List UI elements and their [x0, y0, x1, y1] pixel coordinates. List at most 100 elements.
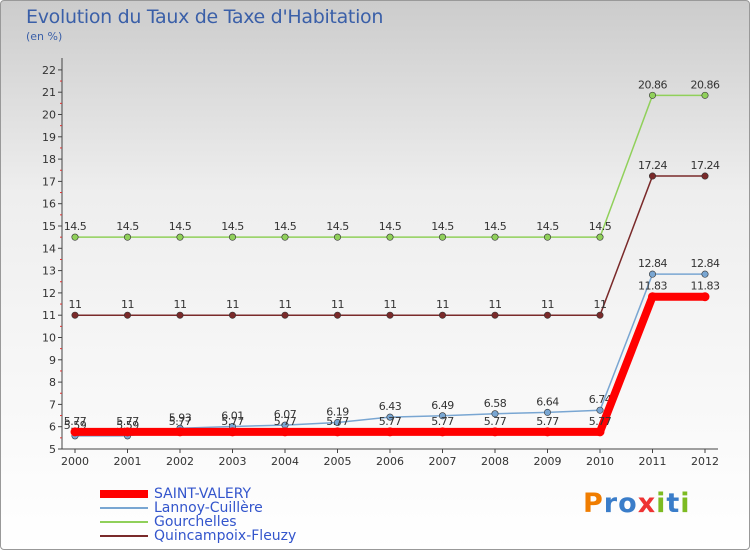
- data-label: 14.5: [116, 220, 139, 233]
- y-tick-label: 6: [49, 421, 56, 434]
- y-tick-label: 7: [49, 398, 56, 411]
- data-label: 6.07: [274, 408, 297, 421]
- data-label: 12.84: [691, 257, 720, 270]
- data-point: [543, 233, 551, 241]
- data-label: 11: [436, 298, 449, 311]
- chart-subtitle: (en %): [26, 30, 63, 43]
- data-point: [701, 172, 709, 180]
- y-tick-label: 16: [42, 198, 56, 211]
- y-tick-label: 12: [42, 287, 56, 300]
- data-label: 11.83: [691, 280, 720, 293]
- data-label: 5.77: [326, 415, 349, 428]
- data-point: [701, 91, 709, 99]
- data-point: [596, 311, 604, 319]
- data-label: 5.77: [536, 415, 559, 428]
- y-tick-label: 11: [42, 309, 56, 322]
- x-tick-label: 2008: [481, 455, 509, 468]
- data-point: [648, 172, 656, 180]
- data-label: 5.77: [221, 415, 244, 428]
- series-line: [74, 94, 706, 238]
- y-tick-label: 14: [42, 242, 56, 255]
- data-label: 11: [541, 298, 554, 311]
- y-tick-label: 9: [49, 354, 56, 367]
- data-label: 6.43: [379, 400, 402, 413]
- data-point: [648, 270, 656, 278]
- data-label: 11: [331, 298, 344, 311]
- x-tick-label: 2002: [166, 455, 194, 468]
- y-tick-label: 13: [42, 265, 56, 278]
- y-tick-label: 20: [42, 109, 56, 122]
- data-point: [491, 410, 499, 418]
- data-label: 14.5: [274, 220, 297, 233]
- data-label: 20.86: [691, 78, 720, 91]
- y-tick-label: 10: [42, 332, 56, 345]
- data-label: 5.77: [116, 415, 139, 428]
- logo-letter: P: [583, 488, 604, 519]
- data-label: 14.5: [326, 220, 349, 233]
- data-point: [701, 270, 709, 278]
- data-point: [70, 427, 80, 437]
- data-label: 11: [226, 298, 239, 311]
- data-label: 6.19: [326, 405, 349, 418]
- data-point: [385, 427, 395, 437]
- data-point: [71, 311, 79, 319]
- data-point: [386, 311, 394, 319]
- data-point: [281, 233, 289, 241]
- data-label: 6.49: [431, 399, 454, 412]
- logo-letter: i: [656, 488, 667, 519]
- y-tick-label: 22: [42, 64, 56, 77]
- y-tick-label: 18: [42, 153, 56, 166]
- y-tick-label: 8: [49, 376, 56, 389]
- data-point: [700, 292, 710, 302]
- data-point: [491, 311, 499, 319]
- data-point: [281, 311, 289, 319]
- logo-letter: i: [680, 488, 691, 519]
- legend-label: Quincampoix-Fleuzy: [154, 528, 297, 544]
- data-label: 5.77: [379, 415, 402, 428]
- data-point: [543, 408, 551, 416]
- chart-title: Evolution du Taux de Taxe d'Habitation: [26, 6, 384, 28]
- series-gourchelles: 14.5 14.5 14.5 14.5 14.5 14.5 14.5 14.5 14.5 14.5…: [64, 78, 720, 241]
- x-tick-label: 2011: [639, 455, 667, 468]
- y-tick-label: 17: [42, 175, 56, 188]
- data-label: 5.77: [274, 415, 297, 428]
- legend-label: Gourchelles: [154, 514, 237, 530]
- data-label: 11.83: [638, 280, 667, 293]
- data-label: 6.01: [221, 409, 244, 422]
- data-label: 14.5: [379, 220, 402, 233]
- data-point: [386, 233, 394, 241]
- data-label: 5.77: [64, 415, 87, 428]
- data-label: 5.77: [431, 415, 454, 428]
- data-label: 11: [384, 298, 397, 311]
- data-label: 11: [279, 298, 292, 311]
- series-line: [74, 175, 706, 316]
- data-label: 14.5: [484, 220, 507, 233]
- data-label: 14.5: [221, 220, 244, 233]
- data-point: [124, 233, 132, 241]
- logo-letter: r: [603, 488, 619, 519]
- data-label: 11: [489, 298, 502, 311]
- data-label: 12.84: [638, 257, 667, 270]
- data-point: [176, 233, 184, 241]
- data-label: 11: [69, 298, 82, 311]
- series-lannoy-cuill-re: 5.59 5.595.93 6.01 6.07 6.19 6.43 6.49 6.58 6.64…: [64, 257, 720, 440]
- x-tick-label: 2007: [429, 455, 457, 468]
- x-tick-label: 2000: [61, 455, 89, 468]
- y-tick-label: 19: [42, 131, 56, 144]
- data-label: 6.58: [484, 397, 507, 410]
- data-point: [176, 311, 184, 319]
- data-point: [543, 311, 551, 319]
- logo-letter: t: [666, 488, 681, 519]
- data-label: 14.5: [589, 220, 612, 233]
- data-point: [175, 427, 185, 437]
- data-point: [596, 233, 604, 241]
- data-point: [229, 233, 237, 241]
- data-label: 14.5: [169, 220, 192, 233]
- data-point: [386, 413, 394, 421]
- data-point: [648, 91, 656, 99]
- data-point: [123, 427, 132, 437]
- data-label: 11: [174, 298, 187, 311]
- data-point: [438, 427, 447, 437]
